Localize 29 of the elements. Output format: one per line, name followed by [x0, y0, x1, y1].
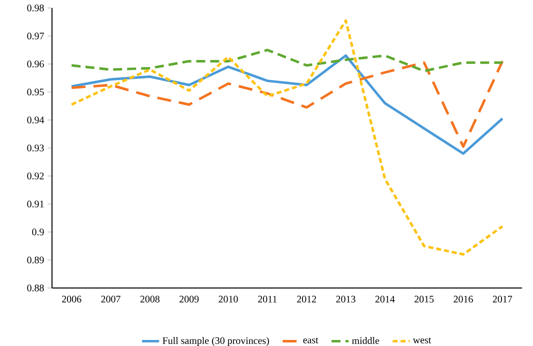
x-tick-label: 2008 [140, 296, 160, 302]
y-tick-label: 0.91 [27, 200, 44, 208]
x-tick-label: 2016 [454, 296, 473, 302]
y-tick-label: 0.98 [27, 4, 44, 12]
y-tick-label: 0.96 [27, 60, 44, 68]
x-tick-label: 2009 [180, 296, 199, 302]
line-series [70, 48, 504, 72]
y-tick-label: 0.97 [27, 32, 44, 40]
x-tick-label: 2007 [101, 296, 120, 302]
y-tick-label: 0.9 [32, 228, 44, 236]
y-tick-label: 0.95 [27, 88, 44, 96]
line-series [70, 19, 504, 256]
legend-label: east [303, 338, 318, 344]
legend-label: middle [352, 336, 380, 344]
x-tick-label: 2017 [492, 296, 512, 302]
legend-label: Full sample (30 provinces) [162, 336, 269, 346]
y-tick-label: 0.92 [27, 172, 44, 180]
x-tick-label: 2012 [297, 296, 316, 302]
y-tick-label: 0.94 [27, 116, 44, 124]
x-tick-label: 2011 [258, 296, 277, 302]
x-tick-label: 2010 [218, 296, 238, 302]
x-tick-label: 2013 [336, 296, 356, 302]
x-tick-label: 2015 [414, 296, 434, 302]
y-tick-label: 0.88 [27, 284, 44, 292]
y-tick-label: 0.93 [27, 144, 44, 152]
legend-label: west [412, 338, 432, 344]
x-tick-label: 2014 [375, 296, 395, 302]
x-tick-label: 2006 [62, 296, 82, 302]
y-tick-label: 0.89 [27, 256, 44, 264]
